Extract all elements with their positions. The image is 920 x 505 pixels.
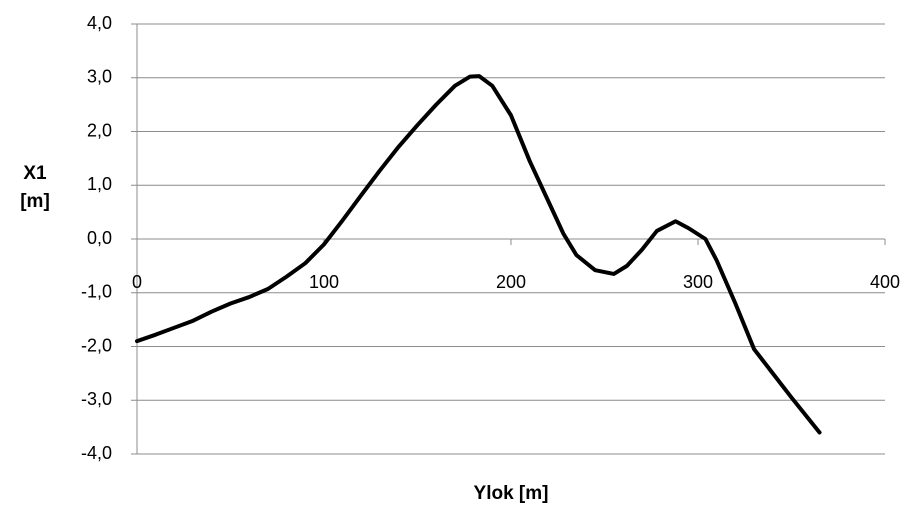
y-tick-label: -2,0: [81, 335, 112, 355]
x-tick-label: 200: [496, 272, 526, 292]
x-tick-label: 0: [132, 272, 142, 292]
y-tick-label: -1,0: [81, 282, 112, 302]
y-tick-label: 0,0: [87, 228, 112, 248]
y-tick-label: 1,0: [87, 174, 112, 194]
x-tick-label: 300: [683, 272, 713, 292]
y-tick-label: 2,0: [87, 120, 112, 140]
y-tick-label: 3,0: [87, 67, 112, 87]
y-axis-title: X1 [m]: [20, 163, 50, 212]
y-tick-label: 4,0: [87, 13, 112, 33]
x-axis-title: Ylok [m]: [474, 483, 549, 504]
y-tick-label: -3,0: [81, 389, 112, 409]
x-tick-label: 400: [870, 272, 900, 292]
x-tick-label: 100: [309, 272, 339, 292]
line: [135, 74, 822, 435]
y-tick-label: -4,0: [81, 443, 112, 463]
